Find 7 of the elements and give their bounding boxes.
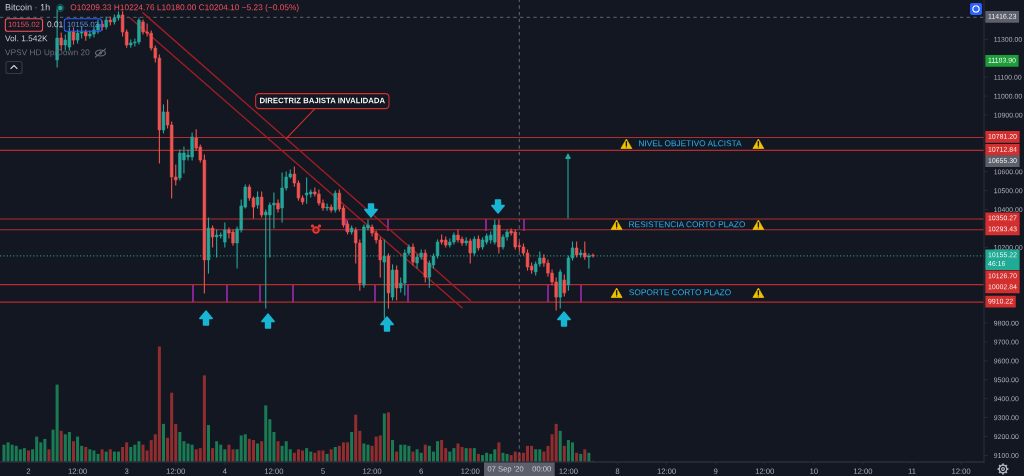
chart-title: Bitcoin · 1h — [5, 3, 50, 11]
annotation: SOPORTE CORTO PLAZO — [629, 289, 731, 296]
annotation: NIVEL OBJETIVO ALCISTA — [639, 140, 742, 147]
annotation: Vol. 1.542K — [5, 35, 48, 42]
annotation: 0.01 — [47, 21, 63, 28]
annotation: RESISTENCIA CORTO PLAZO — [629, 221, 746, 228]
chart-subtitle: O10209.33 H10224.76 L10180.00 C10204.10 −5.23 (−0.05%) — [70, 4, 299, 12]
